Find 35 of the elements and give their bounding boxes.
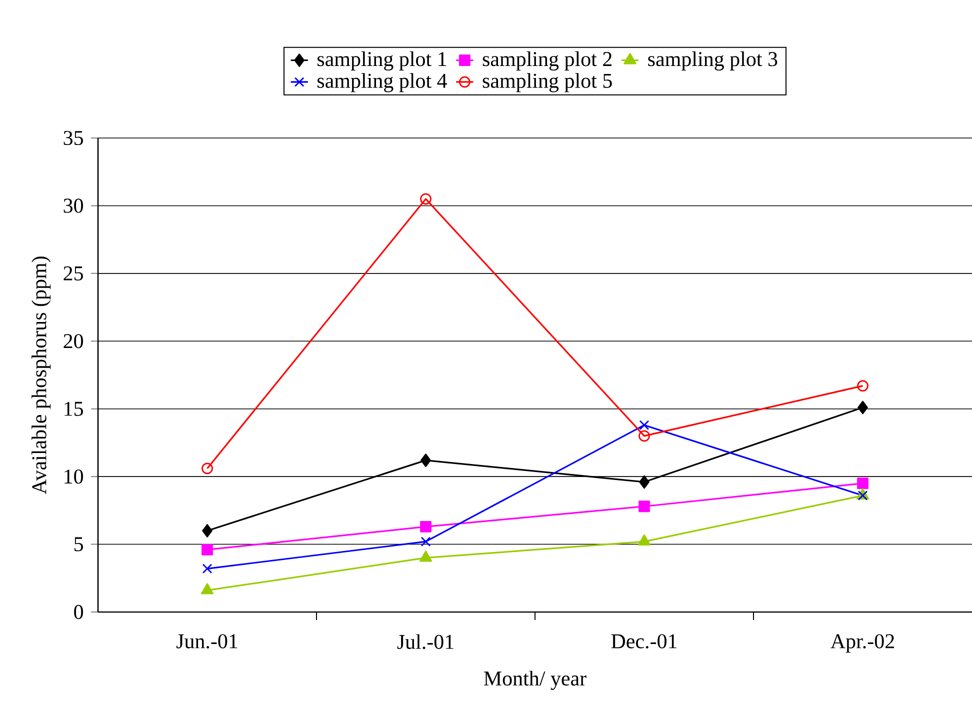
point xyxy=(858,400,868,414)
point xyxy=(639,420,650,430)
point xyxy=(202,544,213,556)
point xyxy=(857,478,868,490)
point xyxy=(420,193,432,205)
legend-label: sampling plot 5 xyxy=(482,73,612,92)
y-axis-title: Available phosphorus (ppm) xyxy=(32,256,51,494)
point xyxy=(638,500,650,512)
y-tick-label: 5 xyxy=(74,537,83,552)
x-tick-label: Apr.-02 xyxy=(830,634,894,653)
point xyxy=(638,430,650,442)
x-tick-label: Jul.-01 xyxy=(397,634,454,650)
y-tick-label: 25 xyxy=(64,266,83,280)
x-tick-label: Dec.-01 xyxy=(611,634,677,648)
point xyxy=(858,490,868,500)
legend-label: sampling plot 3 xyxy=(648,51,778,71)
legend-label: sampling plot 2 xyxy=(482,51,612,71)
point xyxy=(420,454,431,468)
y-tick-label: 0 xyxy=(74,604,84,620)
point xyxy=(202,564,212,574)
point xyxy=(202,524,212,538)
point xyxy=(420,520,432,532)
point xyxy=(639,475,650,489)
y-tick-label: 20 xyxy=(64,334,84,348)
point xyxy=(857,380,868,392)
y-tick-label: 15 xyxy=(64,402,83,416)
y-tick-label: 35 xyxy=(64,130,83,146)
y-tick-label: 30 xyxy=(64,198,84,213)
legend-label: sampling plot 4 xyxy=(318,73,448,92)
x-tick-label: Jun.-01 xyxy=(176,634,238,648)
y-tick-label: 10 xyxy=(64,469,84,484)
legend-label: sampling plot 1 xyxy=(318,51,446,71)
point xyxy=(202,462,213,474)
point xyxy=(420,536,431,547)
x-axis-title: Month/ year xyxy=(484,670,586,690)
